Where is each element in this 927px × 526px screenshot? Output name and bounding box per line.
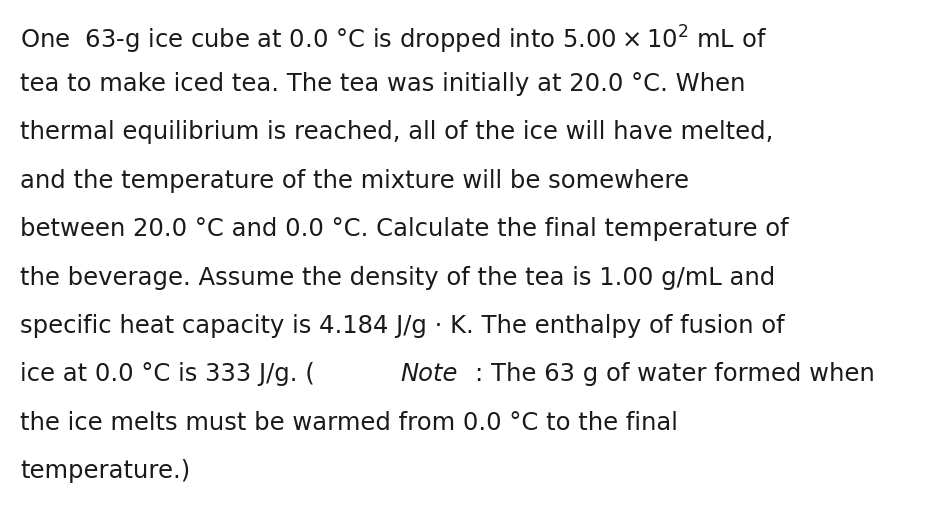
Text: and the temperature of the mixture will be somewhere: and the temperature of the mixture will … (20, 169, 689, 193)
Text: One  63-g ice cube at 0.0 °C is dropped into $5.00 \times 10^{2}$ mL of: One 63-g ice cube at 0.0 °C is dropped i… (20, 24, 767, 56)
Text: : The 63 g of water formed when: : The 63 g of water formed when (475, 362, 873, 387)
Text: Note: Note (400, 362, 458, 387)
Text: the beverage. Assume the density of the tea is 1.00 g/mL and: the beverage. Assume the density of the … (20, 266, 775, 290)
Text: between 20.0 °C and 0.0 °C. Calculate the final temperature of: between 20.0 °C and 0.0 °C. Calculate th… (20, 217, 788, 241)
Text: tea to make iced tea. The tea was initially at 20.0 °C. When: tea to make iced tea. The tea was initia… (20, 72, 745, 96)
Text: thermal equilibrium is reached, all of the ice will have melted,: thermal equilibrium is reached, all of t… (20, 120, 773, 145)
Text: temperature.): temperature.) (20, 459, 190, 483)
Text: specific heat capacity is 4.184 J/g · K. The enthalpy of fusion of: specific heat capacity is 4.184 J/g · K.… (20, 314, 784, 338)
Text: the ice melts must be warmed from 0.0 °C to the final: the ice melts must be warmed from 0.0 °C… (20, 411, 678, 435)
Text: ice at 0.0 °C is 333 J/g. (: ice at 0.0 °C is 333 J/g. ( (20, 362, 315, 387)
